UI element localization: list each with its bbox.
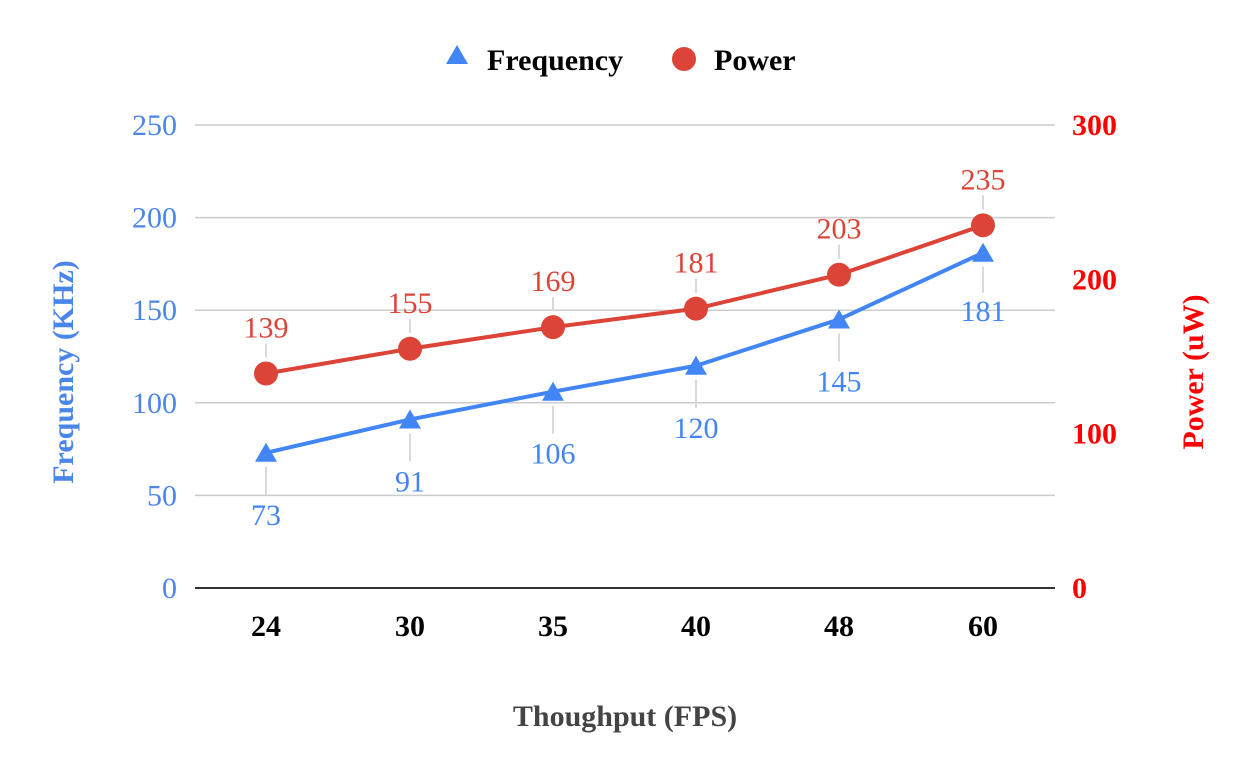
x-tick-label: 48 [824,610,854,643]
x-axis-title: Thoughput (FPS) [513,700,737,733]
y-right-tick-label: 300 [1072,109,1117,142]
grid-lines [195,124,1055,589]
y-left-axis-title: Frequency (KHz) [47,260,80,484]
data-point-frequency [828,309,850,329]
data-label-power: 181 [674,247,719,280]
data-point-frequency [542,381,564,401]
series-line-frequency [265,250,984,455]
data-label-power: 139 [244,311,289,344]
y-right-axis-title: Power (uW) [1177,294,1210,449]
y-left-tick-label: 150 [132,294,177,327]
data-point-frequency [685,355,707,375]
data-label-power: 203 [817,213,862,246]
legend-marker-power [672,47,696,71]
data-label-frequency: 145 [817,365,862,398]
legend-label-frequency: Frequency [487,44,623,77]
x-tick-label: 60 [968,610,998,643]
data-label-frequency: 181 [961,295,1006,328]
y-left-tick-label: 200 [132,202,177,235]
data-label-frequency: 106 [531,438,576,471]
legend: Frequency Power [446,44,796,77]
data-point-power [541,315,565,340]
legend-label-power: Power [714,44,796,77]
data-point-power [398,336,422,361]
data-point-power [971,213,995,238]
legend-marker-frequency [446,45,468,64]
y-left-tick-label: 250 [132,109,177,142]
data-point-frequency [972,242,994,262]
x-tick-label: 24 [251,610,281,643]
data-label-frequency: 91 [395,465,425,498]
data-label-power: 155 [388,287,433,320]
data-point-frequency [399,409,421,429]
x-tick-label: 30 [395,610,425,643]
data-label-frequency: 120 [674,412,719,445]
y-right-tick-label: 200 [1072,263,1117,296]
y-right-tick-label: 100 [1072,418,1117,451]
left-axis-ticks: 0 50 100 150 200 250 [132,109,177,605]
series-line-power [265,223,984,376]
x-tick-label: 40 [681,610,711,643]
y-left-tick-label: 100 [132,387,177,420]
data-point-power [254,361,278,386]
x-tick-label: 35 [538,610,568,643]
series-layer [254,213,995,462]
data-label-power: 169 [531,265,576,298]
data-point-frequency [255,442,277,462]
x-axis-ticks: 24 30 35 40 48 60 [251,610,998,643]
y-right-tick-label: 0 [1072,572,1087,605]
data-point-power [684,296,708,321]
label-leader-lines [265,195,984,495]
y-left-tick-label: 0 [162,572,177,605]
y-left-tick-label: 50 [147,479,177,512]
data-label-frequency: 73 [251,499,281,532]
right-axis-ticks: 0 100 200 300 [1072,109,1117,605]
data-point-power [827,262,851,287]
data-label-power: 235 [961,163,1006,196]
data-labels: 73 91 106 120 145 181 139 155 169 181 203 235 [244,163,1006,531]
